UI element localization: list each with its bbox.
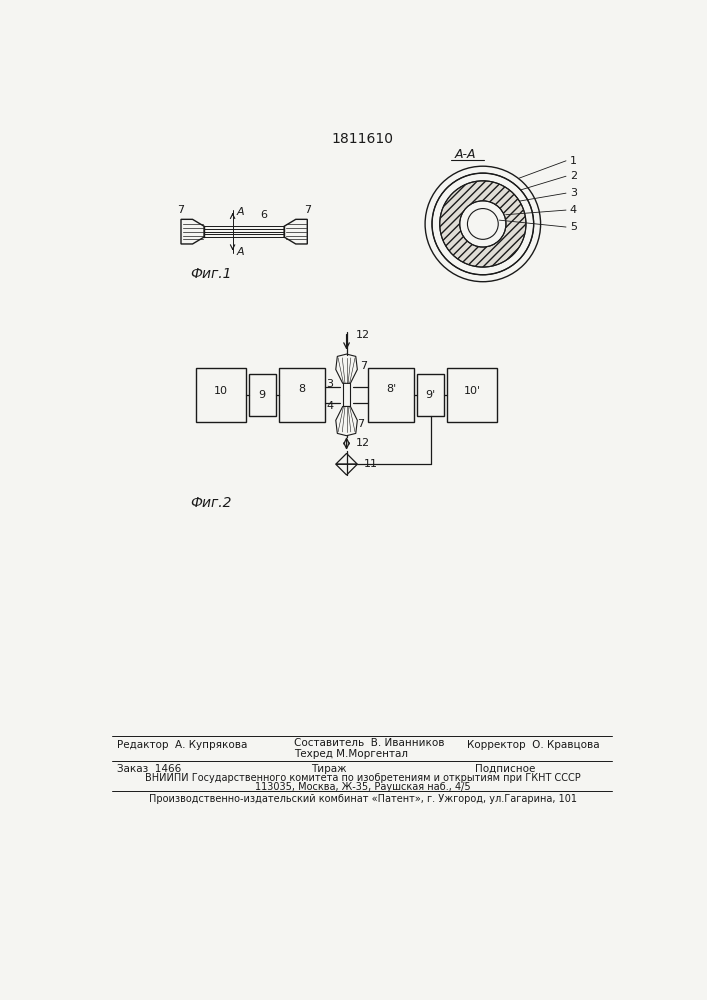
Text: Фиг.2: Фиг.2	[190, 496, 232, 510]
Bar	[196, 368, 246, 422]
Text: Редактор  А. Купрякова: Редактор А. Купрякова	[117, 740, 247, 750]
Text: 12: 12	[356, 438, 370, 448]
Text: ВНИИПИ Государственного комитета по изобретениям и открытиям при ГКНТ СССР: ВНИИПИ Государственного комитета по изоб…	[145, 773, 580, 783]
Bar	[279, 368, 325, 422]
Polygon shape	[336, 354, 357, 383]
Text: 4: 4	[570, 205, 577, 215]
Text: 10: 10	[214, 386, 228, 396]
Text: 7: 7	[305, 205, 312, 215]
Text: 5: 5	[570, 222, 577, 232]
Text: 113035, Москва, Ж-35, Раушская наб., 4/5: 113035, Москва, Ж-35, Раушская наб., 4/5	[255, 782, 471, 792]
Text: 1811610: 1811610	[332, 132, 394, 146]
Text: Подписное: Подписное	[475, 764, 535, 774]
Text: Тираж: Тираж	[311, 764, 346, 774]
Bar	[417, 374, 444, 416]
Text: Корректор  О. Кравцова: Корректор О. Кравцова	[467, 740, 600, 750]
Text: 2: 2	[570, 171, 577, 181]
Text: 9': 9'	[426, 390, 436, 400]
Text: A: A	[236, 207, 244, 217]
Text: Производственно-издательский комбинат «Патент», г. Ужгород, ул.Гагарина, 101: Производственно-издательский комбинат «П…	[148, 794, 577, 804]
Text: 12: 12	[356, 330, 370, 340]
Polygon shape	[181, 219, 204, 244]
Text: 7: 7	[177, 205, 184, 215]
Text: 9: 9	[259, 390, 266, 400]
Text: Техред М.Моргентал: Техред М.Моргентал	[294, 749, 408, 759]
Polygon shape	[336, 406, 357, 436]
Text: A-A: A-A	[455, 148, 477, 161]
Text: Составитель  В. Иванников: Составитель В. Иванников	[294, 738, 445, 748]
Text: 6: 6	[260, 210, 267, 220]
Polygon shape	[284, 219, 308, 244]
Text: 7: 7	[361, 361, 368, 371]
Text: 1: 1	[570, 156, 577, 166]
Text: Фиг.1: Фиг.1	[190, 267, 232, 281]
Text: 4: 4	[326, 401, 333, 411]
Text: 8: 8	[298, 384, 305, 394]
Text: 10': 10'	[464, 386, 481, 396]
Bar	[448, 368, 498, 422]
Text: 3: 3	[570, 188, 577, 198]
Text: 8': 8'	[386, 384, 397, 394]
Bar	[249, 374, 276, 416]
Bar	[368, 368, 414, 422]
Text: 11: 11	[363, 459, 378, 469]
Text: 3: 3	[326, 379, 333, 389]
Text: 7: 7	[357, 419, 364, 429]
Circle shape	[467, 209, 498, 239]
Text: Заказ  1466: Заказ 1466	[117, 764, 181, 774]
Text: A: A	[236, 247, 244, 257]
